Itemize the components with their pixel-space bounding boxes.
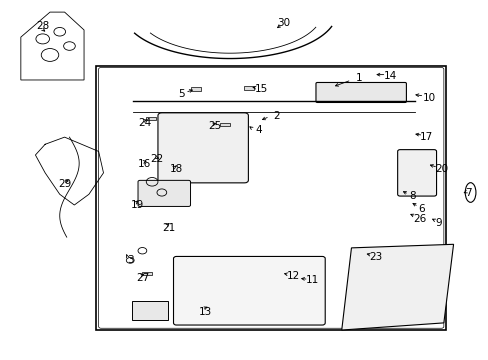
- FancyBboxPatch shape: [315, 82, 406, 103]
- Text: 23: 23: [368, 252, 382, 262]
- FancyBboxPatch shape: [131, 301, 167, 320]
- Text: 19: 19: [131, 200, 144, 210]
- Text: 30: 30: [276, 18, 289, 28]
- Text: 11: 11: [305, 275, 319, 285]
- Text: 24: 24: [138, 118, 151, 128]
- Text: 20: 20: [434, 164, 447, 174]
- FancyBboxPatch shape: [220, 123, 229, 126]
- FancyBboxPatch shape: [191, 87, 201, 91]
- Text: 17: 17: [419, 132, 432, 142]
- Text: 9: 9: [435, 218, 442, 228]
- Text: 13: 13: [199, 307, 212, 317]
- Text: 28: 28: [36, 21, 49, 31]
- FancyBboxPatch shape: [158, 113, 248, 183]
- Text: 15: 15: [254, 84, 267, 94]
- FancyBboxPatch shape: [173, 256, 325, 325]
- Text: 18: 18: [169, 164, 183, 174]
- Text: 1: 1: [355, 73, 361, 83]
- Text: 2: 2: [272, 111, 279, 121]
- FancyBboxPatch shape: [397, 150, 436, 196]
- Text: 27: 27: [136, 273, 149, 283]
- Text: 6: 6: [418, 203, 425, 213]
- Polygon shape: [341, 244, 453, 330]
- FancyBboxPatch shape: [145, 117, 155, 120]
- Text: 26: 26: [412, 214, 426, 224]
- Text: 12: 12: [286, 271, 299, 282]
- Text: 8: 8: [408, 191, 415, 201]
- Polygon shape: [21, 12, 84, 80]
- Text: 21: 21: [162, 223, 175, 233]
- Text: 10: 10: [422, 93, 435, 103]
- Text: 22: 22: [150, 154, 163, 163]
- Text: 3: 3: [127, 255, 133, 265]
- Ellipse shape: [464, 183, 475, 202]
- FancyBboxPatch shape: [96, 66, 446, 330]
- FancyBboxPatch shape: [142, 272, 152, 275]
- Text: 16: 16: [138, 159, 151, 169]
- Text: 25: 25: [208, 121, 222, 131]
- FancyBboxPatch shape: [138, 180, 190, 206]
- Text: 5: 5: [178, 89, 184, 99]
- Text: 7: 7: [464, 188, 470, 198]
- Text: 29: 29: [58, 179, 71, 189]
- FancyBboxPatch shape: [244, 86, 254, 90]
- Text: 14: 14: [383, 71, 396, 81]
- Text: 4: 4: [255, 125, 262, 135]
